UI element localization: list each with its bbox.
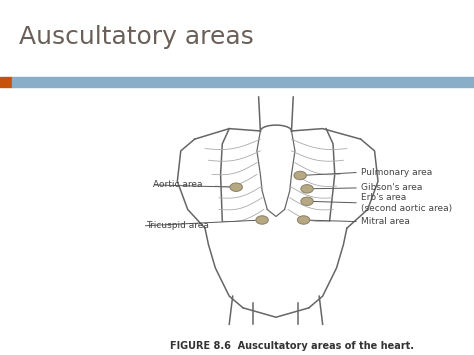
Text: Mitral area: Mitral area <box>361 217 410 226</box>
Circle shape <box>256 216 268 224</box>
Circle shape <box>297 216 310 224</box>
Circle shape <box>294 171 306 180</box>
Bar <box>0 77 12 87</box>
Text: FIGURE 8.6  Auscultatory areas of the heart.: FIGURE 8.6 Auscultatory areas of the hea… <box>170 341 413 351</box>
Text: Aortic area: Aortic area <box>153 180 202 189</box>
Text: Pulmonary area: Pulmonary area <box>361 168 432 177</box>
Circle shape <box>230 183 242 191</box>
Circle shape <box>301 197 313 206</box>
Text: Gibson's area: Gibson's area <box>361 184 422 192</box>
Text: Tricuspid area: Tricuspid area <box>146 222 209 230</box>
Circle shape <box>301 185 313 193</box>
Text: Auscultatory areas: Auscultatory areas <box>19 25 254 49</box>
Text: Erb's area
(second aortic area): Erb's area (second aortic area) <box>361 193 452 213</box>
